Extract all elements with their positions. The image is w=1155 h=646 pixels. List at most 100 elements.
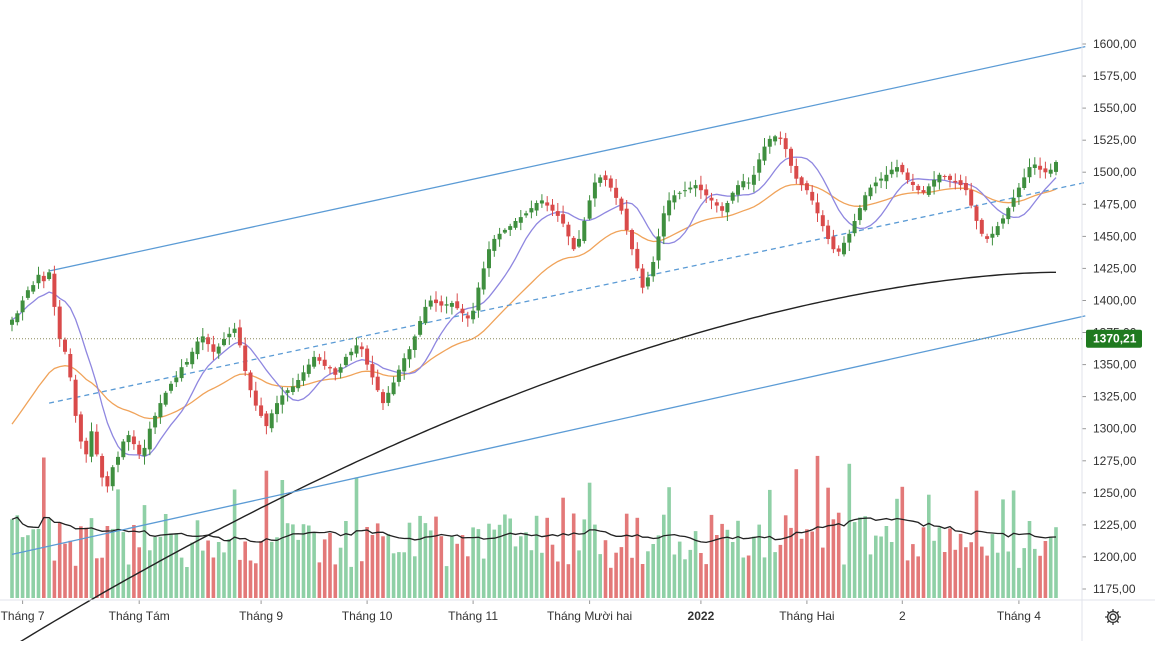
trend-lines <box>11 45 1086 556</box>
candle-body <box>487 249 491 269</box>
candle-body <box>524 213 529 216</box>
candle-body <box>714 202 719 206</box>
volume-bar <box>57 522 62 598</box>
volume-bar <box>466 556 470 598</box>
candle-body <box>693 185 698 189</box>
candle-body <box>137 444 142 455</box>
candle-body <box>253 390 258 406</box>
candle-body <box>534 203 539 211</box>
volume-bar <box>730 542 735 598</box>
volume-bar <box>1022 548 1026 598</box>
candle-body <box>566 224 571 237</box>
candle-body <box>449 303 454 307</box>
candle-body <box>815 202 820 214</box>
volume-bar <box>254 563 258 598</box>
candle-body <box>508 226 513 230</box>
volume-bar <box>317 562 322 598</box>
volume-bar <box>693 531 698 598</box>
volume-bar <box>10 519 14 598</box>
candle-body <box>794 166 799 179</box>
y-tick-label: 1600,00 <box>1093 37 1137 51</box>
volume-ma <box>11 516 1057 544</box>
settings-button[interactable] <box>1098 602 1128 632</box>
candle-body <box>736 185 740 195</box>
y-tick-label: 1350,00 <box>1093 358 1137 372</box>
volume-bar <box>497 524 502 598</box>
volume-bar <box>285 523 290 598</box>
volume-bar <box>863 516 867 598</box>
volume-bar <box>709 514 714 598</box>
candle-body <box>948 175 952 180</box>
candle-body <box>365 348 370 365</box>
volume-bar <box>269 541 274 598</box>
volume-bar <box>603 540 608 598</box>
candle-body <box>677 192 682 194</box>
volume-bar <box>333 564 338 598</box>
candle-body <box>455 301 460 309</box>
volume-bar <box>142 505 147 598</box>
volume-bar <box>126 564 131 598</box>
y-tick-label: 1275,00 <box>1093 454 1137 468</box>
trend-line-1[interactable] <box>48 45 1086 272</box>
candle-body <box>990 233 995 238</box>
y-tick-label: 1550,00 <box>1093 101 1137 115</box>
volume-bar <box>513 546 518 598</box>
volume-bar <box>291 524 295 598</box>
volume-bar <box>1038 555 1042 598</box>
volume-bar <box>476 529 481 598</box>
candle-body <box>418 321 423 335</box>
candle-body <box>121 441 126 458</box>
volume-bar <box>831 519 836 598</box>
candle-body <box>963 183 968 191</box>
candle-body <box>317 357 322 361</box>
volume-bar <box>238 559 242 598</box>
candle-body <box>577 238 581 247</box>
candle-body <box>232 328 237 333</box>
candle-body <box>979 219 984 234</box>
candle-body <box>184 362 189 365</box>
candle-body <box>338 367 343 373</box>
candle-body <box>63 339 67 352</box>
volume-bar <box>794 469 799 598</box>
y-tick-label: 1225,00 <box>1093 518 1137 532</box>
volume-bar <box>974 490 979 598</box>
candle-body <box>312 356 317 367</box>
x-tick-label: Tháng 10 <box>342 609 393 623</box>
volume-bar <box>418 515 422 598</box>
volume-bar <box>487 523 491 598</box>
candle-body <box>243 345 248 371</box>
candle-body <box>624 208 629 230</box>
y-axis[interactable]: 1600,00 1575,00 1550,00 1525,00 1500,00 1475,… <box>1082 37 1137 596</box>
volume-bar <box>757 524 761 598</box>
volume-bar <box>1043 541 1048 598</box>
candle-body <box>502 229 507 233</box>
volume-bar <box>89 518 94 598</box>
volume-bar <box>667 487 671 598</box>
trend-line-3[interactable] <box>48 181 1086 404</box>
volume-bar <box>36 528 41 598</box>
volume-bar <box>810 531 814 598</box>
volume-bar <box>73 565 78 598</box>
volume-bar <box>683 559 687 598</box>
candle-body <box>68 354 73 378</box>
x-tick-label: Tháng 4 <box>997 609 1041 623</box>
gear-icon[interactable] <box>1103 607 1123 627</box>
volume-bar <box>736 520 740 598</box>
candle-body <box>826 225 831 239</box>
candle-body <box>561 214 566 224</box>
candle-body <box>248 372 253 391</box>
candle-body <box>704 189 709 196</box>
volume-bar <box>980 546 984 598</box>
volume-bar <box>381 536 385 598</box>
candle-body <box>539 200 544 204</box>
x-axis[interactable]: Tháng 7 Tháng Tám Tháng 9 Tháng 10 Tháng 11 T… <box>1 600 1042 623</box>
volume-bar <box>741 557 746 598</box>
sma-purple-line <box>11 156 1057 458</box>
trend-line-2[interactable] <box>11 315 1086 556</box>
candle-body <box>879 178 884 181</box>
candle-body <box>290 386 295 392</box>
candle-body <box>237 327 242 346</box>
volume-bar <box>773 552 777 598</box>
volume-bar <box>503 514 507 598</box>
